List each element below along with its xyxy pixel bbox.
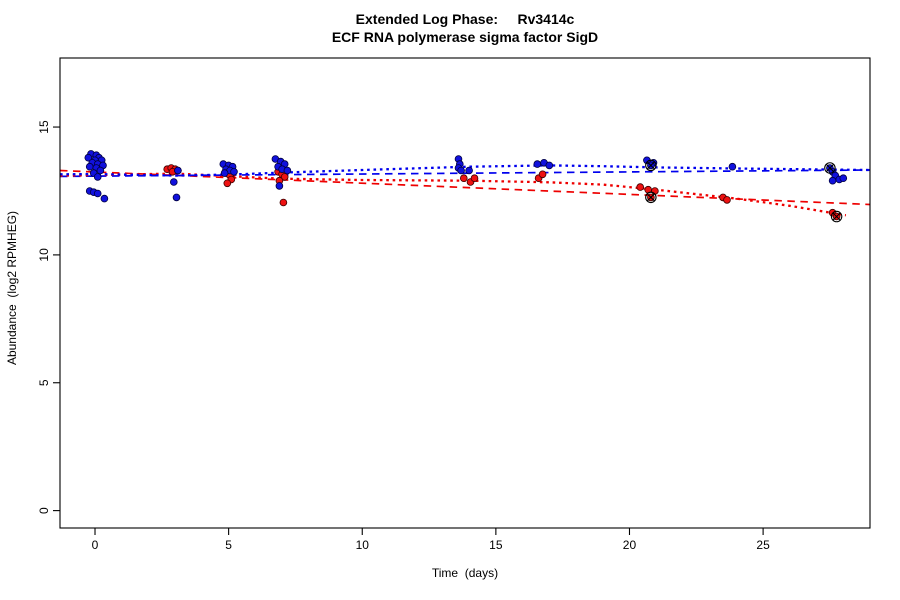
plot-title: Extended Log Phase: Rv3414c ECF RNA poly… — [60, 10, 870, 46]
flagged-outlier-circle — [645, 191, 657, 204]
blue-replicates-point — [230, 168, 238, 176]
x-axis-tick-label: 15 — [489, 538, 503, 552]
plot-box — [59, 57, 871, 529]
y-axis-tick-label: 10 — [37, 248, 51, 262]
y-axis-label: Abundance (log2 RPMHEG) — [5, 210, 19, 366]
blue-replicates-point — [275, 182, 284, 190]
y-axis-tick-label: 5 — [37, 379, 51, 386]
red-replicates-point — [280, 173, 289, 181]
x-axis-tick-label: 5 — [225, 538, 232, 552]
blue-replicates-point — [170, 178, 178, 186]
flagged-outlier-cross — [646, 161, 655, 170]
blue-replicates-point — [839, 174, 848, 183]
blue-replicates-point — [220, 169, 229, 177]
blue-replicates-point — [828, 176, 837, 185]
blue-replicates-point — [100, 194, 109, 203]
x-axis-tick-label: 10 — [356, 538, 370, 552]
blue-replicates-point — [172, 193, 181, 202]
red-replicates-point — [279, 198, 288, 207]
x-axis-tick-label: 25 — [756, 538, 770, 552]
blue-replicates-point — [84, 153, 93, 162]
flagged-outlier-circle — [830, 210, 843, 223]
red-replicates-point — [723, 196, 731, 204]
blue-replicates-point — [457, 166, 465, 175]
blue-replicates-point — [85, 162, 94, 171]
red-replicates-point — [223, 179, 232, 188]
flagged-outlier-cross — [832, 212, 841, 221]
flagged-outlier-circle — [824, 162, 836, 174]
x-axis-tick-label: 0 — [92, 538, 99, 552]
blue-replicates-point — [93, 173, 102, 181]
x-axis-tick-label: 20 — [623, 538, 637, 552]
blue-replicates-point — [545, 161, 554, 170]
blue-replicates-point — [93, 189, 102, 198]
blue-replicates-point — [465, 166, 473, 175]
y-axis-tick-label: 15 — [37, 120, 51, 134]
flagged-outlier-cross — [825, 163, 834, 173]
red-replicates-point — [538, 170, 547, 179]
blue-replicates-point — [728, 162, 737, 171]
red-replicates-point — [459, 174, 468, 183]
blue-replicates-point — [283, 166, 292, 175]
flagged-outlier-circle — [645, 159, 657, 172]
flagged-outlier-cross — [646, 193, 655, 202]
plot-title-line1: Extended Log Phase: Rv3414c — [355, 11, 575, 27]
x-axis-label: Time (days) — [431, 566, 499, 580]
red-replicates-point — [636, 183, 644, 191]
blue-replicates-point — [96, 166, 105, 175]
blue-replicates-point — [533, 160, 542, 168]
red-replicates-point — [470, 174, 479, 183]
y-axis-tick-label: 0 — [37, 507, 51, 514]
plot-title-line2: ECF RNA polymerase sigma factor SigD — [331, 29, 599, 45]
blue-replicates-point — [174, 166, 182, 175]
blue-loess-fit-dotted — [59, 164, 871, 177]
